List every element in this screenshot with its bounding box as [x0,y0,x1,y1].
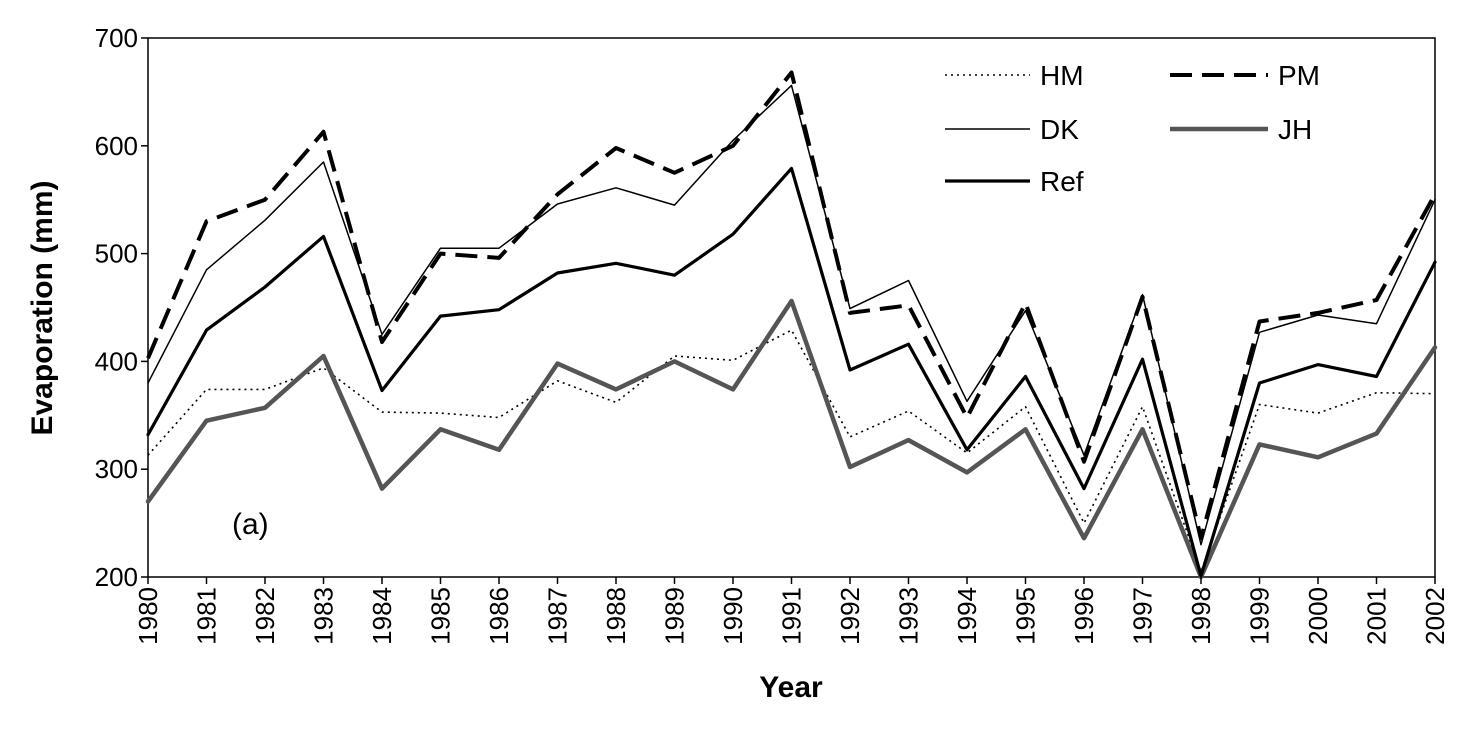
x-tick-label: 1984 [367,587,397,645]
x-tick-label: 2000 [1303,587,1333,645]
x-tick-label: 1987 [543,587,573,645]
y-tick-label: 500 [95,239,138,269]
x-tick-label: 1988 [601,587,631,645]
series-line-pm [146,70,1437,541]
series-line-ref [146,166,1437,578]
x-tick-label: 1989 [660,587,690,645]
legend: HM PM DK JH Ref [945,60,1320,197]
y-tick-label: 400 [95,346,138,376]
legend-item-hm: HM [945,60,1084,91]
x-tick-label: 2002 [1420,587,1450,645]
x-tick-label: 1998 [1186,587,1216,645]
series-line-jh [145,298,1438,580]
x-tick-label: 1992 [835,587,865,645]
x-tick-label: 1993 [894,587,924,645]
axes-layer: 200 300 400 500 600 700 1980 1981 1982 1983 1984 19… [95,23,1450,645]
legend-item-ref: Ref [945,166,1084,197]
x-tick-label: 1990 [718,587,748,645]
x-tick-label: 1999 [1245,587,1275,645]
y-axis-title: Evaporation (mm) [26,180,59,435]
x-tick-label: 1995 [1011,587,1041,645]
y-tick-label: 600 [95,131,138,161]
legend-label: PM [1278,60,1320,91]
series-line-hm [147,329,1436,573]
x-tick-label: 1986 [484,587,514,645]
legend-item-dk: DK [945,114,1079,145]
y-tick-label: 700 [95,23,138,53]
series-layer [145,70,1438,580]
y-tick-label: 200 [95,562,138,592]
x-tick-label: 1994 [952,587,982,645]
x-tick-label: 1983 [309,587,339,645]
x-tick-label: 1982 [250,587,280,645]
legend-label: HM [1040,60,1084,91]
legend-item-jh: JH [1170,114,1312,145]
legend-label: JH [1278,114,1312,145]
panel-label: (a) [232,508,269,541]
x-tick-label: 1997 [1128,587,1158,645]
legend-item-pm: PM [1170,60,1320,91]
x-tick-label: 2001 [1362,587,1392,645]
x-tick-label: 1985 [426,587,456,645]
legend-label: Ref [1040,166,1084,197]
x-axis-title: Year [759,671,823,704]
series-line-dk [147,84,1436,546]
legend-label: DK [1040,114,1079,145]
x-tick-label: 1991 [777,587,807,645]
y-tick-label: 300 [95,454,138,484]
x-tick-label: 1996 [1069,587,1099,645]
x-tick-label: 1980 [133,587,163,645]
x-tick-label: 1981 [192,587,222,645]
